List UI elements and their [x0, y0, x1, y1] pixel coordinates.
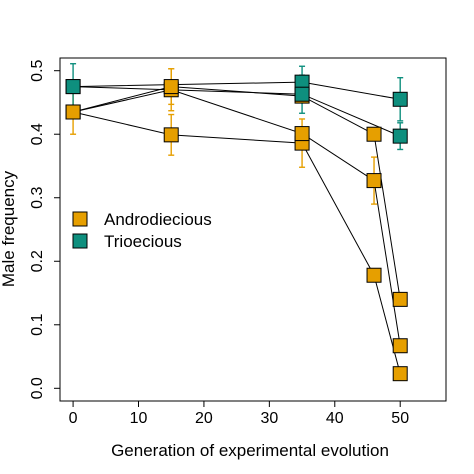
point-androdiecious-0-3	[366, 267, 382, 283]
plot-frame	[59, 57, 447, 402]
y-tick-label-2: 0.2	[29, 250, 46, 272]
legend-swatch-trioecious	[72, 233, 88, 249]
x-tick-label-0: 0	[69, 410, 78, 427]
legend-swatch-androdiecious	[72, 211, 88, 227]
x-tick-label-4: 40	[326, 410, 344, 427]
x-axis: 0 10 20 30 40 50	[69, 401, 409, 427]
point-androdiecious-1-2	[294, 126, 310, 142]
point-androdiecious-2-0	[65, 104, 81, 120]
error-bars	[70, 63, 404, 205]
data-points	[65, 74, 408, 382]
y-tick-label-3: 0.3	[29, 187, 46, 209]
y-axis: 0.0 0.1 0.2 0.3 0.4 0.5	[29, 59, 60, 399]
y-tick-label-0: 0.0	[29, 377, 46, 399]
legend-label-trioecious: Trioecious	[104, 232, 182, 251]
y-tick-label-1: 0.1	[29, 314, 46, 336]
point-androdiecious-1-4	[392, 338, 408, 354]
point-trioecious-1-2	[392, 128, 408, 144]
point-trioecious-1-0	[65, 79, 81, 95]
x-tick-label-1: 10	[130, 410, 148, 427]
y-axis-label: Male frequency	[0, 170, 18, 287]
point-androdiecious-0-1	[163, 127, 179, 143]
x-tick-label-3: 30	[260, 410, 278, 427]
legend-label-androdiecious: Androdiecious	[104, 210, 212, 229]
legend: Androdiecious Trioecious	[72, 210, 212, 251]
x-tick-label-5: 50	[391, 410, 409, 427]
point-androdiecious-0-4	[392, 366, 408, 382]
point-trioecious-1-1	[294, 86, 310, 102]
line-trioecious-0	[73, 81, 401, 100]
point-androdiecious-2-1	[163, 79, 179, 95]
point-androdiecious-2-3	[366, 126, 382, 142]
x-axis-label: Generation of experimental evolution	[111, 441, 389, 460]
y-tick-label-5: 0.5	[29, 59, 46, 81]
line-androdiecious-2	[72, 86, 401, 300]
point-androdiecious-1-3	[366, 173, 382, 189]
x-tick-label-2: 20	[195, 410, 213, 427]
point-trioecious-0-2	[392, 91, 408, 107]
point-androdiecious-2-4	[392, 291, 408, 307]
y-tick-label-4: 0.4	[29, 123, 46, 145]
